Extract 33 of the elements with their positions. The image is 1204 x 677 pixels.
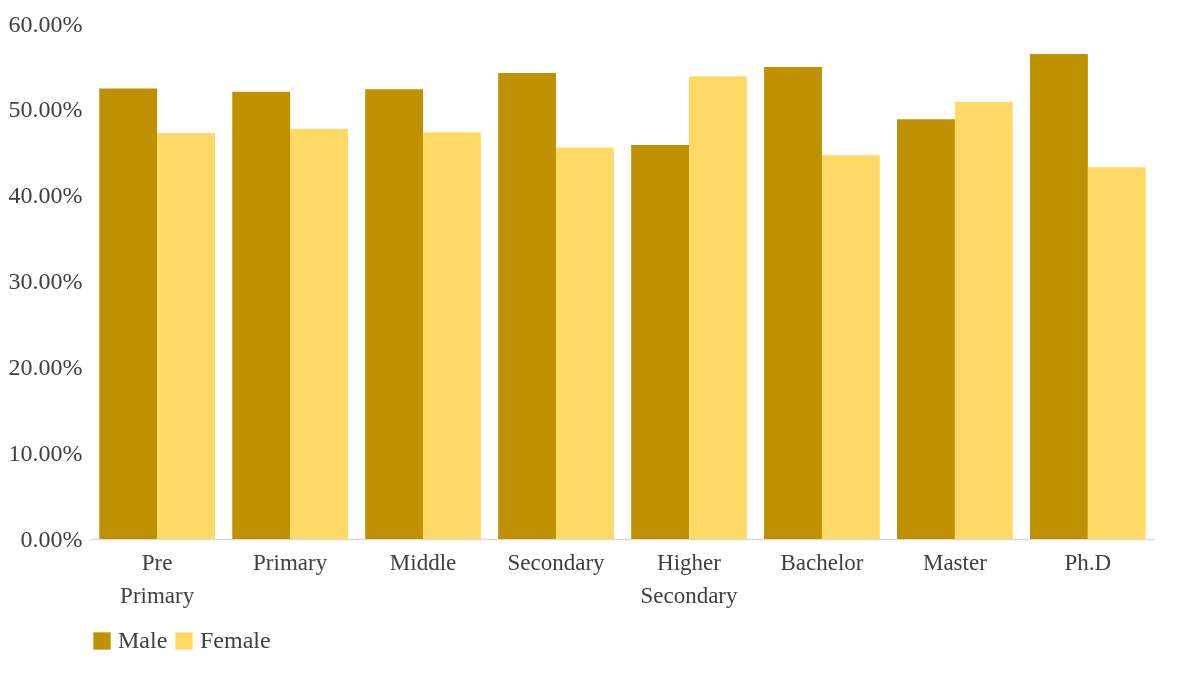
bar (764, 66, 822, 539)
bar (688, 76, 747, 539)
y-tick-label: 30.00% (8, 268, 83, 294)
bar (556, 147, 614, 539)
bar (157, 133, 215, 539)
x-tick-label: Bachelor (780, 549, 864, 575)
legend-label: Female (200, 627, 271, 653)
x-tick-label: Ph.D (1064, 549, 1112, 575)
x-tick-label: Pre Primary (120, 549, 195, 608)
bar (290, 128, 348, 539)
x-tick-label: Primary (253, 549, 328, 575)
y-tick-label: 10.00% (8, 439, 83, 466)
legend-label: Male (118, 627, 168, 653)
x-tick-label: Higher Secondary (640, 549, 739, 608)
bar (1087, 167, 1146, 539)
x-tick-label: Secondary (507, 549, 606, 575)
bar (821, 155, 880, 539)
y-tick-label: 60.00% (8, 10, 83, 37)
x-tick-label: Middle (389, 549, 457, 575)
bar (423, 132, 481, 539)
y-tick-label: 50.00% (8, 96, 83, 123)
bar (365, 89, 424, 539)
y-tick-label: 20.00% (8, 353, 83, 380)
x-tick-label: Master (922, 549, 988, 575)
bar (954, 102, 1013, 539)
bar (498, 72, 557, 539)
y-tick-label: 0.00% (20, 525, 83, 552)
bar (631, 145, 689, 539)
bar (99, 88, 158, 539)
bar (232, 91, 291, 539)
y-tick-label: 40.00% (8, 182, 83, 209)
bar (897, 119, 955, 539)
bar (1030, 54, 1088, 539)
